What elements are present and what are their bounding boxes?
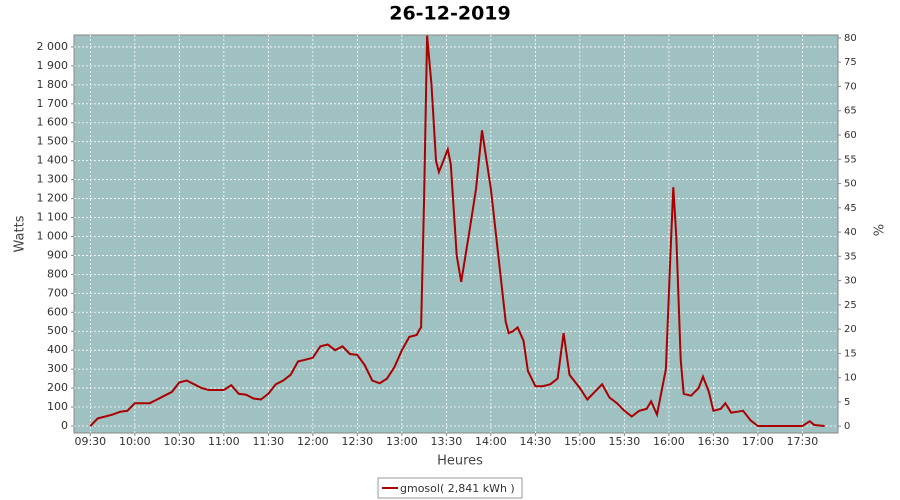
x-tick-label: 15:30 [609, 435, 641, 448]
x-tick-label: 09:30 [74, 435, 106, 448]
legend-label: gmosol( 2,841 kWh ) [400, 482, 515, 495]
y-tick-label: 100 [47, 400, 68, 413]
series-line [89, 35, 825, 427]
x-tick-label: 12:30 [341, 435, 373, 448]
y2-tick-label: 0 [844, 421, 850, 432]
x-tick-label: 13:00 [386, 435, 418, 448]
y2-tick-label: 20 [844, 324, 857, 335]
y-tick-label: 2 000 [37, 40, 69, 53]
y-tick-label: 1 900 [37, 59, 69, 72]
y-tick-label: 1 100 [37, 211, 69, 224]
y2-tick-label: 30 [844, 276, 857, 287]
y-tick-label: 1 400 [37, 154, 69, 167]
x-tick-label: 10:30 [163, 435, 195, 448]
y2-tick-label: 45 [844, 203, 857, 214]
legend [377, 477, 523, 499]
y-axis-title: Watts [13, 215, 28, 252]
x-tick-label: 17:00 [742, 435, 774, 448]
x-tick-label: 11:00 [208, 435, 240, 448]
y-tick-label: 400 [47, 343, 68, 356]
y-tick-label: 800 [47, 267, 68, 280]
y-tick-label: 1 800 [37, 78, 69, 91]
x-tick-label: 16:30 [698, 435, 730, 448]
y2-tick-label: 55 [844, 154, 857, 165]
y2-tick-label: 80 [844, 33, 857, 44]
x-tick-label: 11:30 [252, 435, 284, 448]
y2-tick-label: 75 [844, 57, 857, 68]
y2-tick-label: 5 [844, 397, 850, 408]
y-tick-label: 300 [47, 362, 68, 375]
x-tick-label: 13:30 [431, 435, 463, 448]
y-tick-label: 1 600 [37, 116, 69, 129]
y2-tick-label: 50 [844, 179, 857, 190]
x-axis-title: Heures [437, 454, 483, 469]
chart-title: 26-12-2019 [389, 3, 511, 25]
y-tick-label: 500 [47, 324, 68, 337]
y-tick-label: 1 200 [37, 192, 69, 205]
y2-axis-title: % [873, 224, 888, 236]
y-tick-label: 1 300 [37, 173, 69, 186]
y-tick-label: 600 [47, 305, 68, 318]
y-tick-label: 1 500 [37, 135, 69, 148]
y-tick-label: 700 [47, 286, 68, 299]
y2-tick-label: 15 [844, 348, 857, 359]
x-tick-label: 14:00 [475, 435, 507, 448]
y2-tick-label: 65 [844, 106, 857, 117]
y2-tick-label: 70 [844, 81, 857, 92]
x-tick-label: 12:00 [297, 435, 329, 448]
y2-tick-label: 35 [844, 251, 857, 262]
x-tick-label: 15:00 [564, 435, 596, 448]
y2-tick-label: 40 [844, 227, 857, 238]
y2-tick-label: 60 [844, 130, 857, 141]
x-tick-label: 14:30 [520, 435, 552, 448]
x-tick-label: 17:30 [787, 435, 819, 448]
y-tick-label: 0 [61, 419, 68, 432]
y2-tick-label: 25 [844, 300, 857, 311]
y-tick-label: 900 [47, 248, 68, 261]
y-tick-label: 200 [47, 381, 68, 394]
y-tick-label: 1 700 [37, 97, 69, 110]
x-tick-label: 16:00 [653, 435, 685, 448]
y2-tick-label: 10 [844, 373, 857, 384]
y-tick-label: 1 000 [37, 229, 69, 242]
x-tick-label: 10:00 [119, 435, 151, 448]
